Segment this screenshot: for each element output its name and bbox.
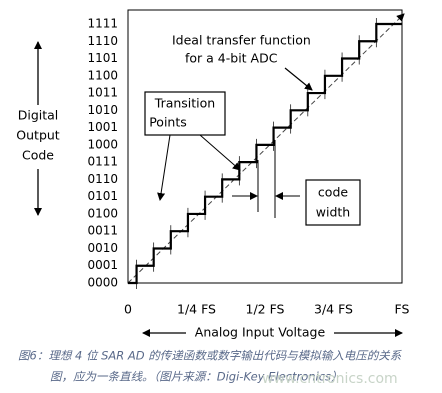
watermark: www.cntronics.com <box>262 371 398 387</box>
annotation: width <box>316 205 350 220</box>
y-tick-label: 1000 <box>87 137 118 151</box>
y-tick-label: 0010 <box>87 241 118 255</box>
x-tick-label: 3/4 FS <box>314 302 353 317</box>
y-tick-label: 0110 <box>87 172 118 186</box>
annotation-box <box>144 91 226 136</box>
label-bg <box>186 324 334 342</box>
x-axis-label: Analog Input Voltage <box>195 325 326 340</box>
annotation: Transition <box>154 96 215 111</box>
annotation: for a 4-bit ADC <box>185 51 278 66</box>
x-tick-label: 1/2 FS <box>246 302 285 317</box>
annotation-box <box>305 179 361 226</box>
y-axis-label: Output <box>16 128 60 143</box>
y-tick-label: 1100 <box>87 68 118 82</box>
y-tick-label: 0101 <box>87 189 118 203</box>
annotation: code <box>318 185 348 200</box>
arrow <box>157 134 171 201</box>
x-tick-label: FS <box>395 302 410 317</box>
annotation: Ideal transfer function <box>172 33 311 48</box>
caption: 图，应为一条直线。（图片来源：Digi-Key Electronics） <box>50 370 343 384</box>
y-tick-label: 1011 <box>87 86 118 100</box>
y-tick-label: 0100 <box>87 206 118 220</box>
annotation: Points <box>149 115 187 130</box>
y-tick-label: 1010 <box>87 103 118 117</box>
y-tick-label: 1001 <box>87 120 118 134</box>
stair-path <box>128 22 402 285</box>
y-tick-label: 0000 <box>87 276 118 290</box>
staircase <box>128 18 402 289</box>
y-axis-label: Digital <box>18 108 59 123</box>
y-tick-label: 0111 <box>87 155 118 169</box>
label-bg <box>168 32 318 68</box>
arrow <box>284 67 313 91</box>
y-tick-label: 1111 <box>87 17 118 31</box>
y-tick-label: 0011 <box>87 224 118 238</box>
y-tick-label: 1110 <box>87 34 118 48</box>
y-tick-label: 0001 <box>87 258 118 272</box>
y-tick-label: 1101 <box>87 51 118 65</box>
y-axis-label: Code <box>22 148 54 163</box>
x-tick-label: 0 <box>124 302 132 317</box>
x-tick-label: 1/4 FS <box>177 302 216 317</box>
caption: 图6：理想 4 位 SAR AD 的传递函数或数字输出代码与模拟输入电压的关系 <box>18 349 403 363</box>
plot-frame <box>127 9 403 284</box>
label-bg <box>12 105 66 169</box>
arrow <box>199 134 241 171</box>
